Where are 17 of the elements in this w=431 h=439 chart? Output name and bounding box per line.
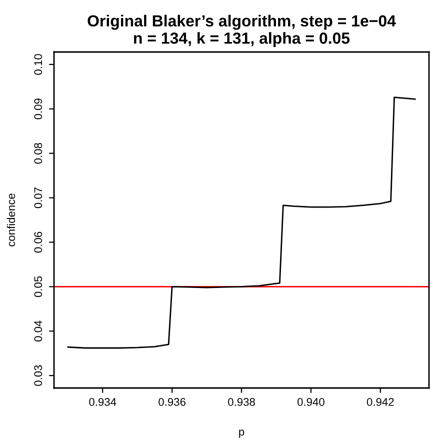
y-tick-label: 0.04 (34, 320, 42, 342)
y-tick-label: 0.05 (34, 276, 42, 298)
x-tick-label: 0.942 (366, 398, 394, 406)
y-tick-label: 0.08 (34, 143, 42, 164)
chart-title: Original Blaker’s algorithm, step = 1e−04 n = 134, k = 131, alpha = 0.05 (88, 14, 396, 47)
y-axis-title: confidence (6, 194, 16, 246)
x-tick-label: 0.938 (228, 398, 255, 406)
x-axis-title: p (239, 430, 244, 438)
x-tick-label: 0.934 (89, 398, 116, 406)
y-tick-label: 0.06 (34, 232, 42, 253)
x-tick-label: 0.940 (297, 398, 324, 406)
x-tick-label: 0.936 (158, 398, 186, 406)
y-tick-label: 0.10 (34, 54, 42, 75)
line-series (67, 96, 416, 349)
y-tick-label: 0.03 (34, 365, 42, 386)
y-tick-label: 0.07 (34, 188, 42, 208)
y-tick-label: 0.09 (34, 98, 42, 120)
